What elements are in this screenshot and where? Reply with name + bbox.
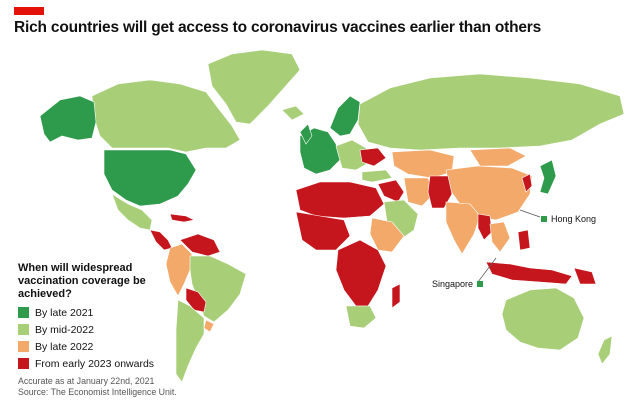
footnotes: Accurate as at January 22nd, 2021 Source… — [18, 376, 218, 398]
region-south-africa[interactable] — [345, 305, 377, 329]
region-indonesia[interactable] — [485, 261, 573, 285]
region-myanmar[interactable] — [477, 213, 493, 241]
region-turkey[interactable] — [361, 169, 393, 183]
legend-title: When will widespread vaccination coverag… — [18, 262, 146, 300]
legend-item-late-2022: By late 2022 — [18, 338, 218, 355]
region-west-africa[interactable] — [295, 211, 351, 251]
legend-swatch-late-2021 — [18, 307, 29, 318]
callout-singapore: Singapore — [432, 279, 484, 289]
world-map-svg — [39, 49, 625, 383]
region-venezuela[interactable] — [179, 233, 221, 257]
hong-kong-label: Hong Kong — [551, 214, 597, 224]
region-madagascar[interactable] — [391, 283, 401, 309]
region-russia[interactable] — [357, 73, 625, 151]
legend-swatch-early-2023 — [18, 358, 29, 369]
hong-kong-leader — [519, 209, 541, 218]
region-middle-east[interactable] — [377, 179, 405, 203]
region-north-africa[interactable] — [295, 181, 385, 219]
legend-label: By mid-2022 — [35, 323, 94, 336]
legend-label: By late 2021 — [35, 306, 94, 319]
singapore-marker — [477, 281, 484, 287]
region-iran[interactable] — [403, 177, 435, 207]
region-uruguay[interactable] — [203, 319, 215, 333]
legend-label: From early 2023 onwards — [35, 357, 155, 370]
callout-hong-kong: Hong Kong — [541, 214, 596, 224]
region-east-africa[interactable] — [369, 217, 405, 253]
region-greenland[interactable] — [207, 49, 301, 125]
legend-label: By late 2022 — [35, 340, 94, 353]
economist-flag — [14, 7, 44, 15]
region-scandinavia[interactable] — [329, 95, 361, 137]
region-central-america[interactable] — [149, 229, 173, 251]
region-new-zealand[interactable] — [597, 335, 613, 365]
singapore-leader — [477, 257, 497, 283]
region-central-asia[interactable] — [391, 149, 455, 179]
chart-title: Rich countries will get access to corona… — [14, 19, 542, 36]
accuracy-note: Accurate as at January 22nd, 2021 — [18, 376, 155, 386]
region-iceland[interactable] — [281, 105, 305, 121]
source-note: Source: The Economist Intelligence Unit. — [18, 387, 177, 397]
region-andes-north[interactable] — [165, 243, 193, 297]
region-western-europe[interactable] — [299, 127, 341, 175]
region-alaska[interactable] — [39, 95, 97, 143]
region-southern-cone[interactable] — [175, 299, 205, 383]
region-india[interactable] — [445, 201, 481, 255]
region-bolivia[interactable] — [185, 287, 207, 313]
singapore-label: Singapore — [432, 279, 474, 289]
region-caribbean[interactable] — [169, 213, 195, 223]
region-af-pak[interactable] — [427, 175, 453, 209]
region-korea[interactable] — [521, 173, 533, 193]
world-map — [0, 44, 640, 405]
region-philippines[interactable] — [517, 229, 531, 251]
region-ukraine[interactable] — [359, 147, 387, 167]
hong-kong-marker — [541, 216, 547, 222]
legend-item-mid-2022: By mid-2022 — [18, 321, 218, 338]
region-uk[interactable] — [299, 123, 313, 145]
region-japan[interactable] — [539, 159, 557, 195]
region-usa[interactable] — [103, 149, 197, 207]
region-australia[interactable] — [501, 287, 585, 351]
map-legend: When will widespread vaccination coverag… — [18, 262, 218, 398]
region-png[interactable] — [573, 267, 597, 285]
region-se-asia[interactable] — [489, 221, 511, 253]
region-canada[interactable] — [91, 79, 241, 153]
region-central-africa[interactable] — [335, 239, 387, 307]
region-mongolia[interactable] — [469, 147, 527, 167]
legend-item-late-2021: By late 2021 — [18, 304, 218, 321]
legend-swatch-late-2022 — [18, 341, 29, 352]
legend-swatch-mid-2022 — [18, 324, 29, 335]
legend-item-early-2023: From early 2023 onwards — [18, 355, 218, 372]
